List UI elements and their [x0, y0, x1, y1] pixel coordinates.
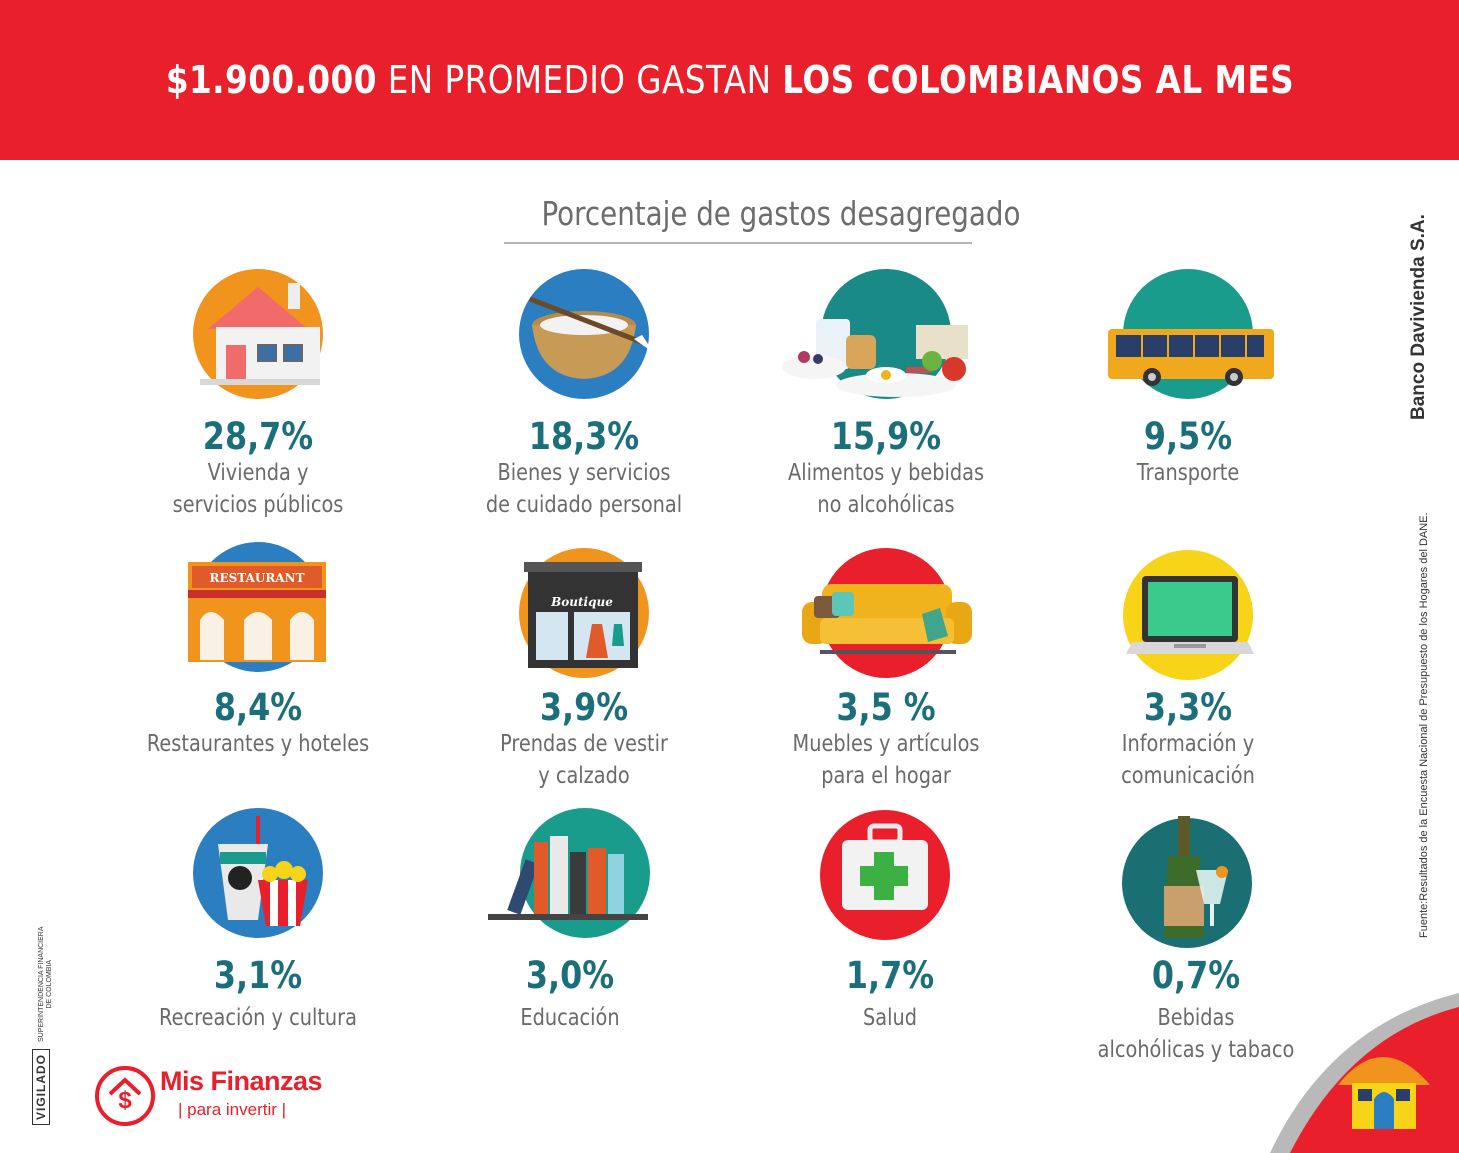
item-label-line1: Bebidas	[1157, 1005, 1235, 1031]
item-label-line1: Recreación y cultura	[159, 1005, 357, 1031]
source-note: Fuente:Resultados de la Encuesta Naciona…	[1418, 512, 1430, 938]
section-subtitle-wrap: Porcentaje de gastos desagregado	[504, 194, 1021, 233]
subtitle-underline	[504, 242, 972, 244]
restaurant-icon: RESTAURANT	[108, 540, 408, 672]
bus-icon	[1038, 269, 1338, 399]
item-percentage: 8,4%	[213, 686, 303, 729]
item-percentage: 3,9%	[539, 686, 629, 729]
item-salud: 1,7% Salud	[740, 808, 1040, 1034]
item-percentage: 28,7%	[202, 415, 314, 458]
popcorn-soda-icon	[108, 808, 408, 938]
item-percentage: 3,3%	[1143, 686, 1233, 729]
item-percentage: 0,7%	[1151, 954, 1241, 997]
item-vivienda: 28,7% Vivienda y servicios públicos	[108, 269, 408, 521]
item-label-line1: Salud	[863, 1005, 917, 1031]
item-bebidas: 0,7% Bebidas alcohólicas y tabaco	[1046, 808, 1346, 1066]
item-label-line2: comunicación	[1121, 763, 1255, 789]
item-percentage: 3,1%	[213, 954, 303, 997]
item-label-line1: Prendas de vestir	[500, 731, 668, 757]
item-label-line1: Información y	[1121, 731, 1255, 757]
boutique-sign: Boutique	[550, 595, 613, 609]
mortar-bowl-icon	[434, 269, 734, 399]
item-label-line1: Restaurantes y hoteles	[146, 731, 370, 757]
sofa-icon	[736, 540, 1036, 678]
item-label-line2: para el hogar	[821, 763, 951, 789]
item-percentage: 18,3%	[528, 415, 640, 458]
item-percentage: 3,0%	[525, 954, 615, 997]
item-percentage: 15,9%	[830, 415, 942, 458]
item-label-line1: Muebles y artículos	[792, 731, 980, 757]
item-label-line2: servicios públicos	[172, 492, 344, 518]
item-muebles: 3,5 % Muebles y artículos para el hogar	[736, 540, 1036, 792]
logo-dollar-symbol: $	[118, 1087, 132, 1114]
item-prendas: Boutique 3,9% Prendas de vestir y calzad…	[434, 540, 734, 792]
superfinanciera-text: SUPERINTENDENCIA FINANCIERA DE COLOMBIA	[38, 926, 53, 1042]
house-icon	[108, 269, 408, 399]
logo-name: Mis Finanzas	[160, 1066, 323, 1096]
header-title: $1.900.000 EN PROMEDIO GASTAN LOS COLOMB…	[165, 58, 1294, 102]
item-label-line2: no alcohólicas	[817, 492, 955, 518]
item-recreacion: 3,1% Recreación y cultura	[108, 808, 408, 1034]
section-subtitle: Porcentaje de gastos desagregado	[541, 194, 1021, 233]
item-label-line1: Alimentos y bebidas	[787, 460, 985, 486]
davivienda-house-logo	[1270, 985, 1459, 1153]
bottle-drink-icon	[1046, 808, 1346, 948]
item-informacion: 3,3% Información y comunicación	[1038, 540, 1338, 792]
restaurant-sign: RESTAURANT	[209, 571, 304, 585]
item-percentage: 1,7%	[845, 954, 935, 997]
item-label-line2: alcohólicas y tabaco	[1097, 1037, 1295, 1063]
item-restaurantes: RESTAURANT 8,4% Restaurantes y hoteles	[108, 540, 408, 760]
item-percentage: 9,5%	[1143, 415, 1233, 458]
side-brand-text: Banco Davivienda S.A.	[1408, 214, 1429, 420]
vigilado-seal: VIGILADO	[32, 1048, 50, 1125]
item-label-line2: y calzado	[538, 763, 630, 789]
boutique-icon: Boutique	[434, 540, 734, 678]
item-educacion: 3,0% Educación	[420, 808, 720, 1034]
books-icon	[420, 808, 720, 938]
first-aid-kit-icon	[740, 808, 1040, 940]
header-banner: $1.900.000 EN PROMEDIO GASTAN LOS COLOMB…	[0, 0, 1459, 160]
laptop-icon	[1038, 540, 1338, 680]
item-label-line2: de cuidado personal	[485, 492, 683, 518]
item-percentage: 3,5 %	[836, 686, 936, 729]
item-alimentos: 15,9% Alimentos y bebidas no alcohólicas	[736, 269, 1036, 521]
logo-tagline: | para invertir |	[178, 1100, 287, 1119]
item-label-line1: Educación	[520, 1005, 620, 1031]
item-label-line1: Transporte	[1136, 460, 1240, 486]
breakfast-food-icon	[736, 269, 1036, 399]
item-cuidado-personal: 18,3% Bienes y servicios de cuidado pers…	[434, 269, 734, 521]
item-label-line1: Bienes y servicios	[497, 460, 671, 486]
item-transporte: 9,5% Transporte	[1038, 269, 1338, 489]
mis-finanzas-logo: $ Mis Finanzas | para invertir |	[92, 1060, 332, 1130]
item-label-line1: Vivienda y	[207, 460, 309, 486]
